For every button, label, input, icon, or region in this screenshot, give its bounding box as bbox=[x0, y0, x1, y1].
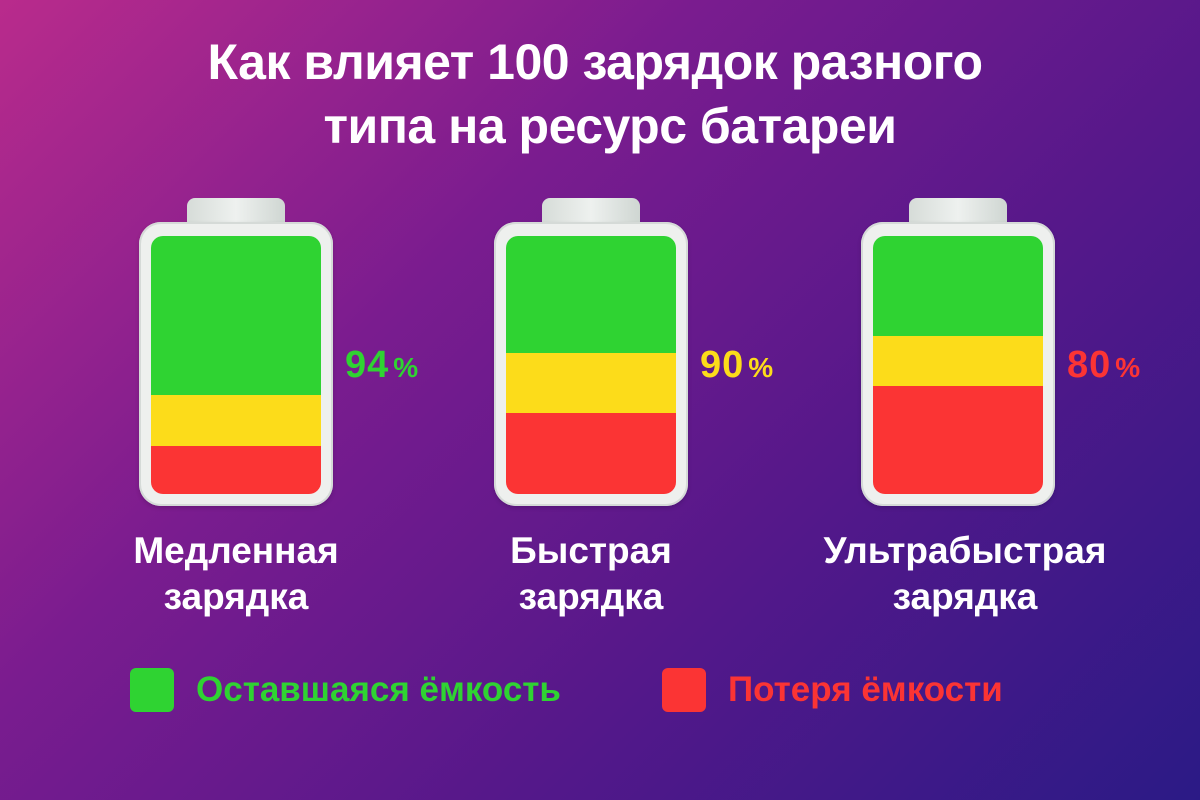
battery-fill bbox=[151, 236, 321, 494]
battery-shell bbox=[494, 222, 688, 506]
segment-remaining bbox=[873, 236, 1043, 336]
segment-loss bbox=[151, 446, 321, 494]
segment-loss bbox=[873, 386, 1043, 494]
label-fast: Быстрая зарядка bbox=[431, 528, 751, 620]
percent-value: 80 bbox=[1067, 344, 1112, 386]
segment-remaining bbox=[151, 236, 321, 395]
battery-ultra-fast-charging bbox=[861, 198, 1055, 506]
percent-ultra: 80% bbox=[1067, 344, 1141, 387]
legend-label-loss: Потеря ёмкости bbox=[728, 670, 1003, 709]
percent-value: 90 bbox=[700, 344, 745, 386]
battery-shell bbox=[861, 222, 1055, 506]
label-line-2: зарядка bbox=[163, 576, 309, 617]
segment-yellow bbox=[151, 395, 321, 446]
segment-yellow bbox=[506, 353, 676, 413]
label-line-2: зарядка bbox=[892, 576, 1038, 617]
percent-unit: % bbox=[748, 352, 775, 383]
battery-slow-charging bbox=[139, 198, 333, 506]
label-line-1: Медленная bbox=[133, 530, 339, 571]
percent-value: 94 bbox=[345, 344, 390, 386]
label-slow: Медленная зарядка bbox=[76, 528, 396, 620]
percent-unit: % bbox=[1115, 352, 1142, 383]
label-line-2: зарядка bbox=[518, 576, 664, 617]
battery-fill bbox=[873, 236, 1043, 494]
legend-swatch-green bbox=[130, 668, 174, 712]
legend-item-loss: Потеря ёмкости bbox=[662, 668, 1003, 712]
segment-remaining bbox=[506, 236, 676, 353]
label-line-1: Быстрая bbox=[510, 530, 672, 571]
segment-yellow bbox=[873, 336, 1043, 386]
title-line-2: типа на ресурс батареи bbox=[323, 98, 897, 154]
legend-label-remaining: Оставшаяся ёмкость bbox=[196, 670, 561, 709]
percent-fast: 90% bbox=[700, 344, 774, 387]
chart-title: Как влияет 100 зарядок разного типа на р… bbox=[0, 30, 1200, 158]
battery-fill bbox=[506, 236, 676, 494]
percent-unit: % bbox=[393, 352, 420, 383]
battery-shell bbox=[139, 222, 333, 506]
battery-fast-charging bbox=[494, 198, 688, 506]
label-line-1: Ультрабыстрая bbox=[823, 530, 1107, 571]
segment-loss bbox=[506, 413, 676, 494]
percent-slow: 94% bbox=[345, 344, 419, 387]
label-ultra: Ультрабыстрая зарядка bbox=[805, 528, 1125, 620]
title-line-1: Как влияет 100 зарядок разного bbox=[207, 34, 983, 90]
legend-item-remaining: Оставшаяся ёмкость bbox=[130, 668, 561, 712]
legend-swatch-red bbox=[662, 668, 706, 712]
